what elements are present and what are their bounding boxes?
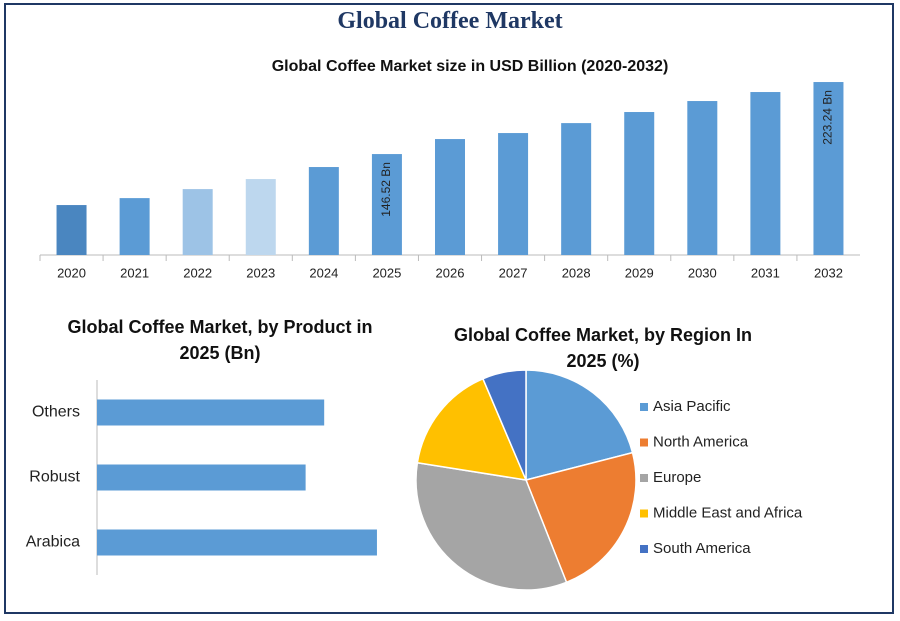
- bar: [371, 154, 402, 255]
- legend-swatch: [640, 438, 648, 447]
- bar: [435, 139, 465, 255]
- bar: [97, 464, 306, 491]
- bar: [245, 179, 276, 255]
- legend-label: North America: [653, 433, 749, 450]
- y-tick-label: Others: [32, 404, 80, 421]
- x-tick-label: 2028: [562, 265, 591, 280]
- frame: [4, 3, 894, 614]
- x-tick-label: 2030: [688, 265, 717, 280]
- bar: [813, 82, 844, 255]
- x-tick-label: 2025: [372, 265, 401, 280]
- x-tick-label: 2024: [309, 265, 338, 280]
- bar: [119, 198, 150, 255]
- pie-slice: [525, 369, 634, 481]
- bar: [561, 123, 592, 255]
- x-tick-label: 2023: [246, 265, 275, 280]
- bar: [97, 529, 377, 556]
- bar: [498, 133, 529, 255]
- x-tick-label: 2026: [436, 265, 465, 280]
- value-label: 146.52 Bn: [379, 162, 393, 217]
- legend-swatch: [640, 474, 648, 482]
- x-tick-label: 2031: [751, 265, 780, 280]
- bar: [750, 92, 781, 256]
- page-title: Global Coffee Market: [337, 8, 563, 34]
- legend-label: Middle East and Africa: [653, 504, 803, 521]
- y-tick-label: Arabica: [26, 534, 80, 551]
- x-tick-label: 2021: [120, 265, 149, 280]
- bar: [687, 101, 718, 255]
- x-tick-label: 2027: [499, 265, 528, 280]
- legend-label: Europe: [653, 469, 701, 486]
- bar: [308, 167, 339, 255]
- y-tick-label: Robust: [29, 469, 80, 486]
- x-tick-label: 2020: [57, 265, 86, 280]
- chart-title: Global Coffee Market, by Product in 2025…: [67, 317, 373, 363]
- legend-swatch: [640, 509, 648, 518]
- value-label: 223.24 Bn: [821, 90, 835, 145]
- chart-title: Global Coffee Market size in USD Billion…: [271, 58, 669, 75]
- legend-label: Asia Pacific: [653, 398, 731, 415]
- pie-slice: [524, 451, 637, 584]
- bar: [56, 205, 87, 255]
- x-tick-label: 2022: [183, 265, 212, 280]
- pie-slice: [481, 369, 527, 481]
- legend-label: South America: [653, 540, 751, 557]
- legend-swatch: [640, 403, 648, 411]
- bar: [624, 112, 655, 255]
- bar: [182, 189, 213, 255]
- legend-swatch: [640, 545, 648, 553]
- pie-slice: [415, 461, 568, 591]
- x-tick-label: 2032: [814, 265, 843, 280]
- bar: [97, 399, 325, 426]
- x-tick-label: 2029: [625, 265, 654, 280]
- chart-title: Global Coffee Market, by Region In 2025 …: [453, 325, 753, 371]
- pie-slice: [416, 377, 528, 481]
